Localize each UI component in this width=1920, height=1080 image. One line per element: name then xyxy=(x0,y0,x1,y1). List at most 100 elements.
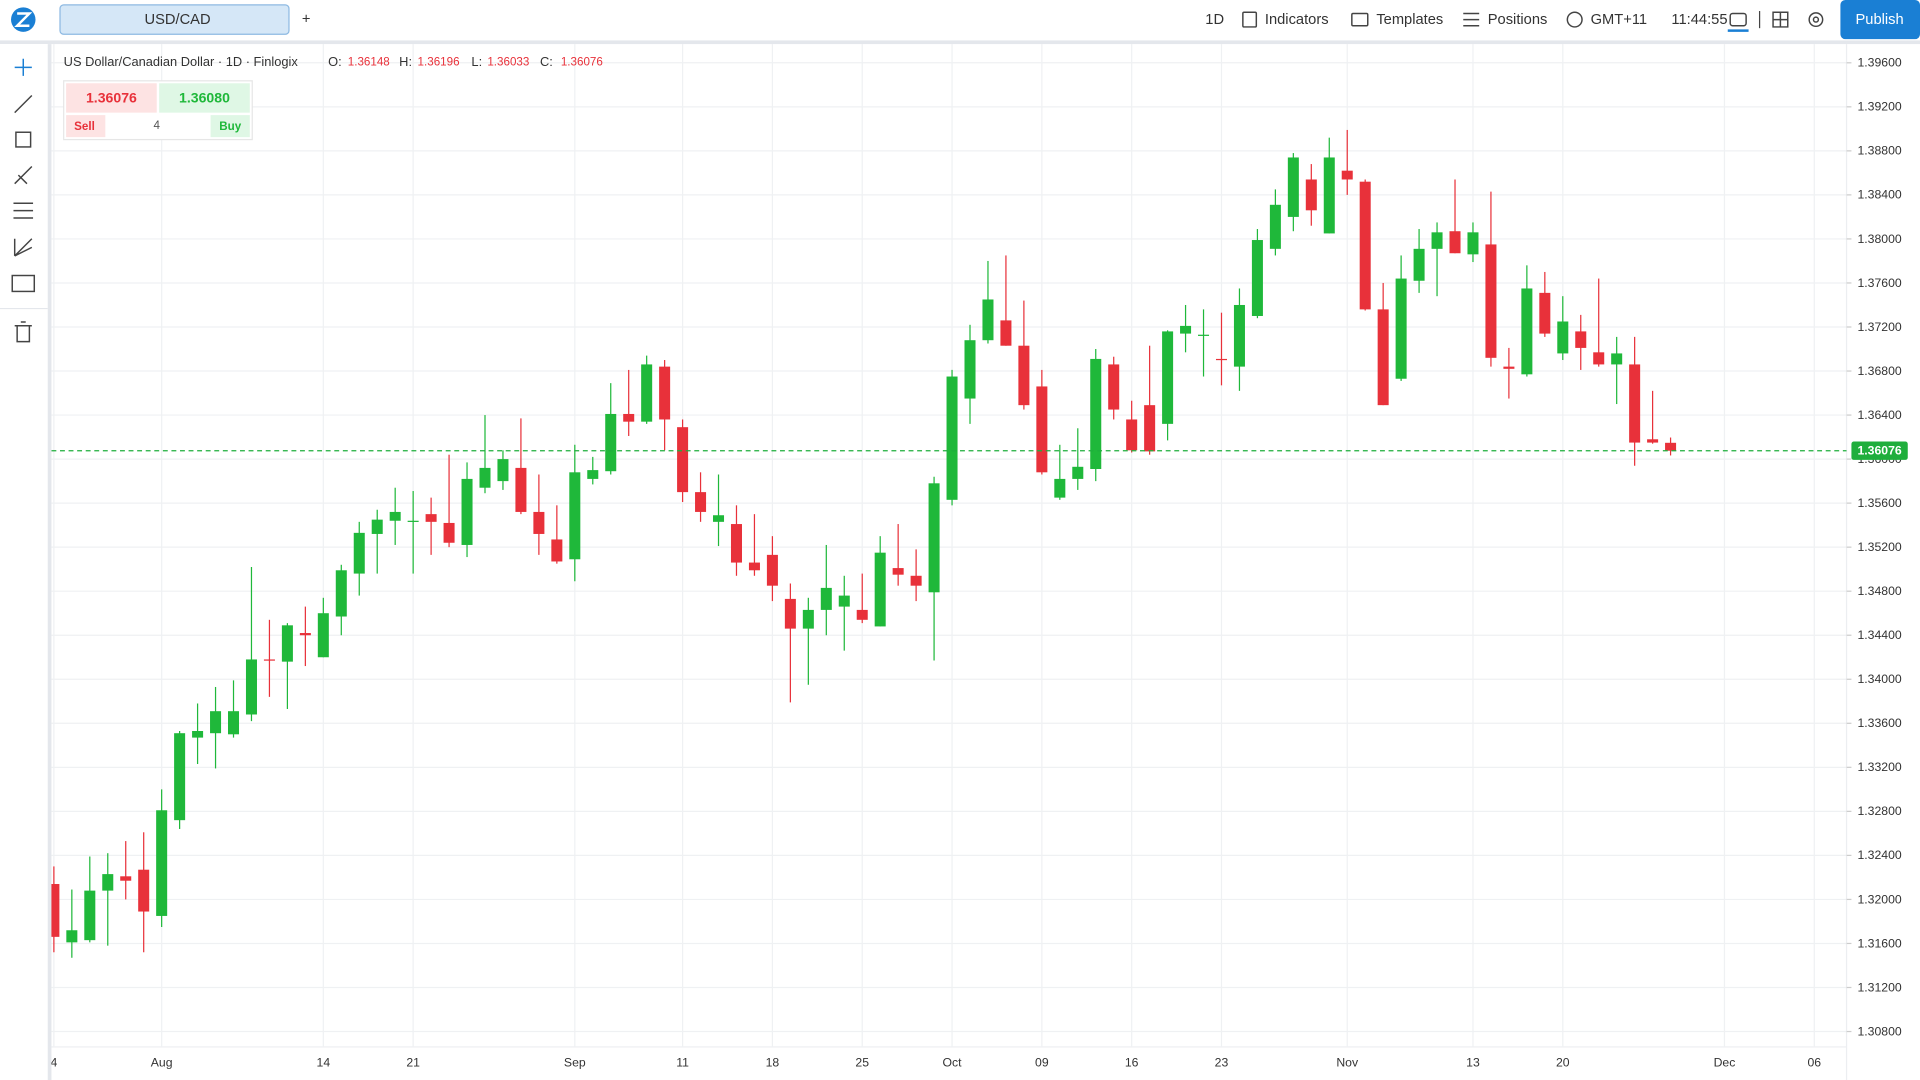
x-tick-label: 20 xyxy=(1556,1056,1570,1070)
x-tick-label: 21 xyxy=(406,1056,420,1070)
templates[interactable]: Templates xyxy=(1376,12,1443,28)
candle-body xyxy=(174,733,186,821)
y-tick-label: 1.38400 xyxy=(1857,188,1901,202)
candle-body xyxy=(389,511,401,521)
candle-body xyxy=(713,515,725,522)
timeframe[interactable]: 1D xyxy=(1205,12,1224,28)
sell-button[interactable] xyxy=(66,83,157,113)
gann-tool[interactable] xyxy=(13,238,33,257)
candle-body xyxy=(443,522,455,543)
publish-label[interactable]: Publish xyxy=(1856,12,1904,28)
instrument-name: US Dollar/Canadian Dollar · 1D · Finlogi… xyxy=(64,54,299,69)
clock: 11:44:55 xyxy=(1671,12,1727,28)
candle-body xyxy=(479,467,491,488)
candle-body xyxy=(1611,353,1623,365)
timezone[interactable]: GMT+11 xyxy=(1591,12,1647,28)
y-tick-label: 1.34000 xyxy=(1857,672,1901,686)
sell-price[interactable]: 1.36076 xyxy=(86,89,137,105)
add-tab[interactable]: + xyxy=(302,11,311,27)
candle-body xyxy=(946,376,958,500)
channel-tool[interactable] xyxy=(14,166,33,185)
y-tick-label: 1.35600 xyxy=(1857,496,1901,510)
candle-body xyxy=(1251,240,1263,316)
text-tool[interactable] xyxy=(11,274,36,293)
y-tick-label: 1.37200 xyxy=(1857,320,1901,334)
quantity[interactable]: 4 xyxy=(154,119,161,132)
candle-body xyxy=(748,562,760,571)
toolbar-border xyxy=(0,40,1920,45)
fib-tool[interactable] xyxy=(13,202,34,219)
layout-icon[interactable] xyxy=(1772,11,1789,28)
x-tick-label: Dec xyxy=(1714,1056,1736,1070)
candle-body xyxy=(856,609,868,620)
candle-body xyxy=(299,633,311,636)
close-value: 1.36076 xyxy=(561,56,603,69)
candle-body xyxy=(210,711,222,734)
positions[interactable]: Positions xyxy=(1488,12,1548,28)
settings-icon[interactable] xyxy=(1808,12,1824,28)
toolbar-bg xyxy=(0,0,1920,42)
x-tick-label: Oct xyxy=(943,1056,963,1070)
buy-tag[interactable] xyxy=(210,115,250,138)
left-toolbar xyxy=(0,44,52,1080)
candle-body xyxy=(407,520,419,522)
candle-body xyxy=(1521,288,1533,375)
buy-price[interactable]: 1.36080 xyxy=(179,89,230,105)
low-label: L: xyxy=(471,54,482,69)
candle-body xyxy=(1036,386,1048,473)
close-label: C: xyxy=(540,54,553,69)
crosshair-tool[interactable] xyxy=(14,58,32,76)
x-tick-label: 4 xyxy=(50,1056,57,1070)
sell-label[interactable]: Sell xyxy=(74,120,95,133)
symbol[interactable]: USD/CAD xyxy=(144,12,210,28)
symbol-tab[interactable] xyxy=(59,4,290,35)
x-tick-label: 16 xyxy=(1125,1056,1139,1070)
open-label: O: xyxy=(328,54,342,69)
x-tick-label: Aug xyxy=(151,1056,173,1070)
candle-body xyxy=(1269,204,1281,249)
rect-tool[interactable] xyxy=(15,131,32,148)
candle-body xyxy=(228,711,240,735)
candle-body xyxy=(1287,157,1299,217)
candle-body xyxy=(353,532,365,574)
candle-body xyxy=(1305,179,1317,211)
y-tick-label: 1.32400 xyxy=(1857,848,1901,862)
candle-body xyxy=(1323,157,1335,234)
candle-body xyxy=(730,524,742,563)
candle-body xyxy=(659,366,671,420)
sell-tag[interactable] xyxy=(66,115,106,138)
indicators[interactable]: Indicators xyxy=(1265,12,1329,28)
candle-body xyxy=(371,519,383,534)
high-label: H: xyxy=(399,54,412,69)
buy-label[interactable]: Buy xyxy=(219,120,241,133)
candle-body xyxy=(1144,405,1156,452)
logo-mark xyxy=(14,12,33,27)
y-tick-label: 1.33600 xyxy=(1857,716,1901,730)
candle-body xyxy=(1359,181,1371,310)
candle-body xyxy=(1054,478,1066,498)
delete-tool[interactable] xyxy=(14,321,32,343)
candle-body xyxy=(533,511,545,534)
candle-body xyxy=(695,492,707,512)
candle-body xyxy=(1575,331,1587,348)
candle-body xyxy=(1485,244,1497,358)
candle-body xyxy=(1431,232,1443,249)
candle-body xyxy=(982,299,994,341)
candle-body xyxy=(623,413,635,422)
candle-body xyxy=(605,413,617,472)
candle-body xyxy=(928,483,940,593)
publish-button[interactable] xyxy=(1840,0,1920,40)
y-tick-label: 1.30800 xyxy=(1857,1024,1901,1038)
snapshot-icon[interactable] xyxy=(1729,12,1747,27)
y-tick-label: 1.32800 xyxy=(1857,804,1901,818)
globe-icon xyxy=(1566,11,1583,28)
candle-body xyxy=(84,890,96,941)
buy-button[interactable] xyxy=(159,83,250,113)
plot-area: 1.30800 1.31200 1.31600 1.32000 1.32400 1.328… xyxy=(48,44,1908,1080)
candle-body xyxy=(1449,231,1461,254)
top-toolbar: USD/CAD + 1D Indicators Templates Positi… xyxy=(0,0,1920,45)
candle-body xyxy=(138,869,150,912)
line-tool[interactable] xyxy=(14,94,33,114)
candle-body xyxy=(1233,304,1245,367)
